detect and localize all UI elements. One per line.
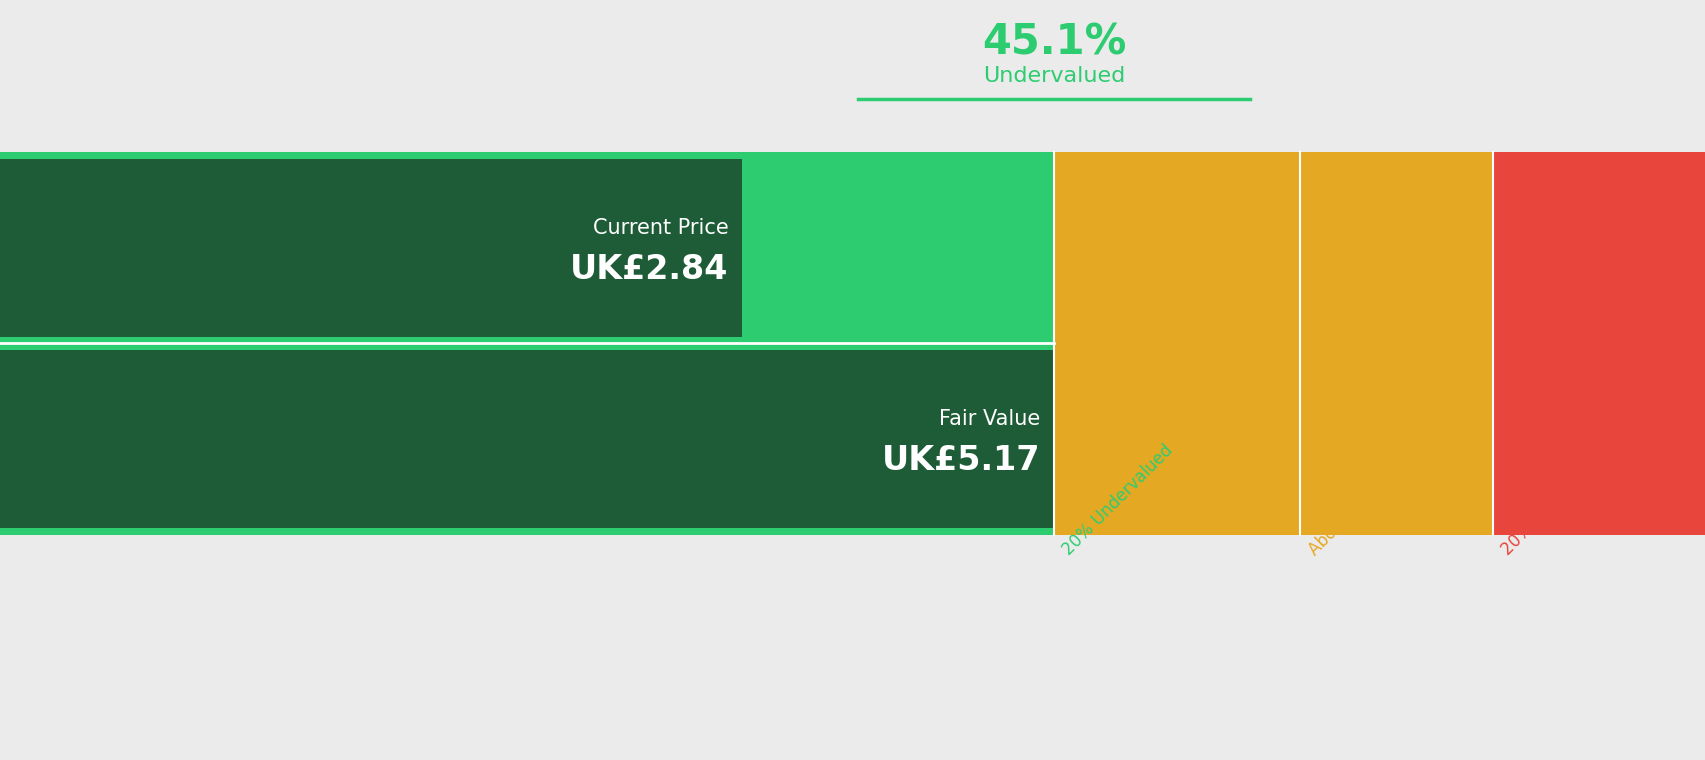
- Text: Current Price: Current Price: [592, 218, 728, 238]
- Bar: [0, 159, 742, 337]
- Bar: [0, 152, 1054, 535]
- Text: UK£2.84: UK£2.84: [569, 252, 728, 286]
- Text: 20% Undervalued: 20% Undervalued: [1059, 442, 1176, 559]
- Bar: [1054, 152, 1299, 535]
- Bar: [0, 350, 1054, 528]
- Text: UK£5.17: UK£5.17: [881, 444, 1040, 477]
- Text: 20% Overvalued: 20% Overvalued: [1497, 448, 1608, 559]
- Text: Fair Value: Fair Value: [939, 410, 1040, 429]
- Text: About Right: About Right: [1304, 477, 1386, 559]
- Bar: [1299, 152, 1492, 535]
- Text: 45.1%: 45.1%: [982, 21, 1125, 63]
- Text: Undervalued: Undervalued: [982, 66, 1125, 86]
- Bar: [1492, 152, 1705, 535]
